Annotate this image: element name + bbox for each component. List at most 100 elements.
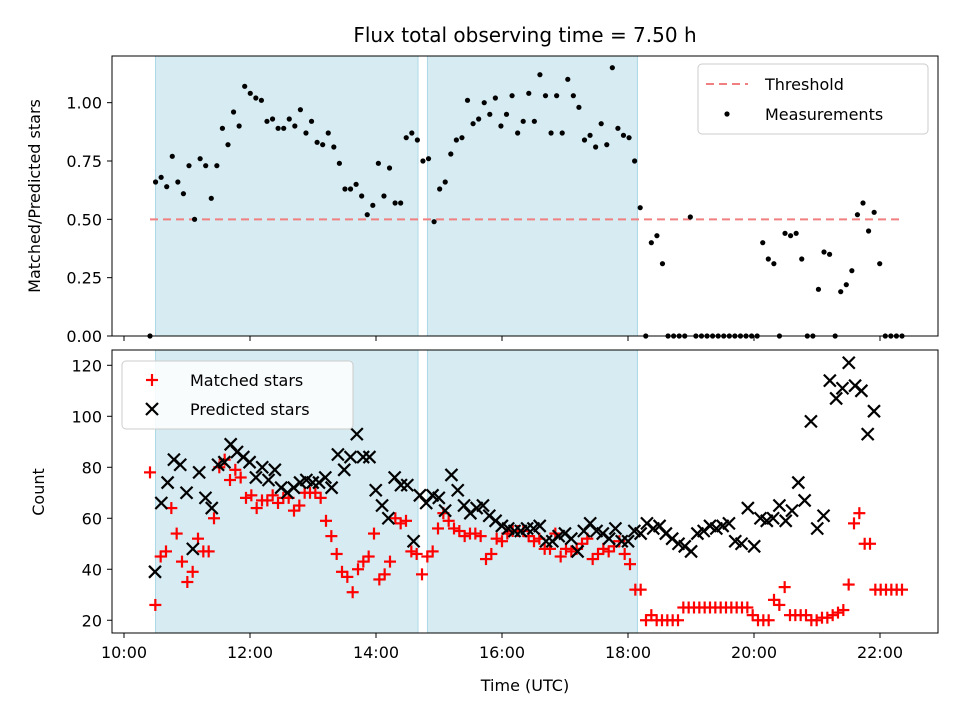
measurement-point (799, 256, 805, 262)
top-shaded-intervals (155, 55, 638, 337)
measurement-point (782, 230, 788, 236)
matched-star-point (186, 565, 199, 578)
matched-star-point (330, 547, 343, 560)
predicted-star-point (608, 521, 623, 536)
predicted-star-point (633, 526, 648, 541)
matched-star-point (821, 611, 834, 624)
matched-star-point (634, 583, 647, 596)
measurement-point (587, 132, 593, 138)
matched-star-point (405, 545, 418, 558)
top-ylabel: Matched/Predicted stars (25, 99, 44, 293)
measurement-point (765, 256, 771, 262)
matched-star-point (224, 474, 236, 487)
matched-star-point (416, 568, 428, 581)
matched-star-point (778, 581, 791, 594)
top-ytick-label: 0.75 (66, 152, 102, 171)
matched-star-point (229, 463, 242, 476)
matched-star-point (490, 532, 503, 545)
predicted-star-point (450, 483, 465, 498)
predicted-star-point (261, 473, 276, 487)
shaded-interval-2 (426, 349, 638, 634)
predicted-stars-points (148, 355, 881, 579)
matched-star-point (400, 514, 412, 527)
measurement-point (476, 116, 482, 122)
measurement-point (576, 104, 582, 110)
measurement-point (637, 205, 643, 211)
measurement-point (392, 200, 398, 206)
predicted-star-point (305, 475, 320, 490)
measurement-point (414, 137, 420, 143)
predicted-star-point (772, 498, 787, 513)
measurement-point (760, 240, 766, 246)
predicted-star-point (362, 450, 377, 464)
matched-star-point (181, 576, 194, 589)
predicted-star-point (816, 508, 831, 523)
matched-star-point (773, 598, 786, 611)
measurement-point (420, 158, 426, 164)
predicted-star-point (242, 455, 257, 469)
predicted-star-point (173, 457, 188, 472)
measurement-point (236, 123, 242, 129)
predicted-star-point (602, 531, 616, 546)
measurement-point (849, 268, 855, 274)
bottom-plot-frame (111, 349, 939, 634)
predicted-star-point (741, 501, 755, 515)
predicted-star-point (324, 480, 339, 495)
legend-matched-label: Matched stars (190, 371, 303, 390)
predicted-star-point (829, 391, 843, 406)
measurement-point (787, 233, 794, 239)
predicted-star-point (179, 485, 194, 500)
measurement-point (359, 193, 365, 199)
measurement-point (342, 186, 348, 192)
bottom-ytick-label: 120 (71, 356, 102, 375)
predicted-star-point (192, 465, 206, 480)
measurement-point (152, 179, 159, 185)
matched-star-point (565, 545, 578, 558)
measurement-point (425, 156, 432, 162)
matched-star-point (848, 517, 860, 530)
measurement-point (593, 144, 599, 150)
measurement-point (548, 130, 554, 136)
predicted-star-point (350, 427, 364, 441)
matched-star-point (384, 555, 396, 568)
predicted-star-point (381, 511, 396, 526)
top-ytick-label: 0.25 (66, 269, 102, 288)
measurement-point (815, 286, 822, 292)
matched-star-point (624, 558, 636, 571)
predicted-star-point (438, 503, 452, 518)
measurement-point (303, 130, 309, 136)
measurement-point (459, 135, 465, 141)
matched-star-point (810, 614, 823, 627)
measurement-point (604, 142, 610, 148)
predicted-star-point (400, 478, 415, 492)
measurement-point (208, 195, 214, 201)
predicted-star-point (343, 450, 358, 464)
top-ytick-label: 0.00 (66, 327, 102, 346)
predicted-star-point (249, 470, 263, 485)
predicted-star-point (532, 519, 547, 533)
bottom-ytick-label: 20 (82, 611, 102, 630)
predicted-star-point (198, 491, 213, 505)
matched-star-point (762, 614, 775, 627)
legend-predicted-marker (145, 402, 159, 416)
measurement-point (632, 158, 638, 164)
top-ytick-label: 0.50 (66, 210, 102, 229)
predicted-star-point (331, 447, 345, 462)
predicted-star-point (520, 521, 534, 536)
matched-star-point (170, 527, 183, 540)
measurement-point (403, 135, 409, 141)
measurement-point (258, 97, 265, 103)
measurement-point (554, 93, 560, 99)
measurement-point (325, 130, 331, 136)
matched-star-point (176, 555, 188, 568)
matched-star-point (853, 507, 866, 520)
predicted-star-point (375, 498, 389, 513)
measurement-point (531, 118, 537, 124)
matched-star-point (528, 535, 540, 548)
measurement-point (180, 191, 187, 197)
predicted-star-point (804, 414, 818, 429)
matched-star-point (496, 535, 508, 548)
matched-star-point (410, 547, 423, 560)
measurement-point (364, 212, 370, 218)
bottom-xtick-label: 12:00 (227, 643, 273, 662)
